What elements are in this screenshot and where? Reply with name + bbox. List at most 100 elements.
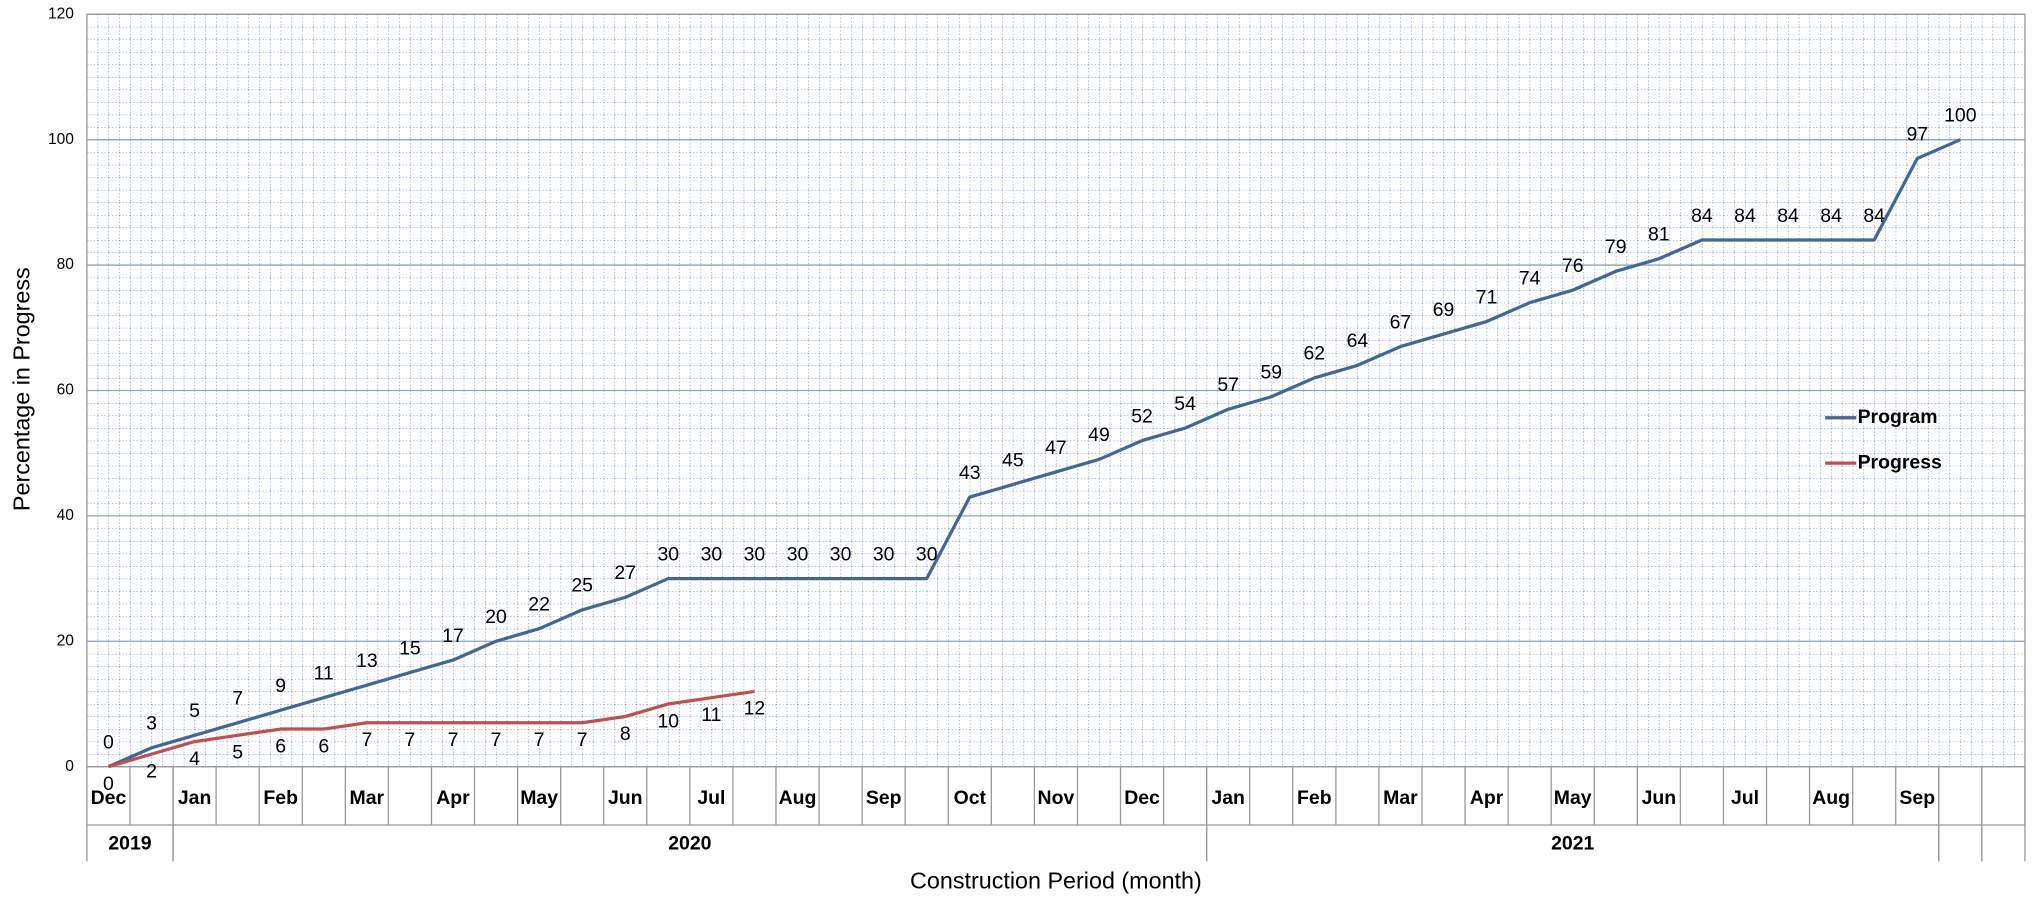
data-label: 7: [534, 729, 545, 751]
data-label: 2: [146, 760, 157, 782]
data-label: 47: [1045, 437, 1067, 459]
data-label: 84: [1820, 205, 1842, 227]
x-tick-label: Sep: [1899, 787, 1935, 809]
data-label: 7: [361, 729, 372, 751]
data-label: 84: [1734, 205, 1756, 227]
x-tick-label: Aug: [779, 787, 817, 809]
plot-border: [86, 13, 2026, 768]
x-tick-label: Mar: [350, 787, 385, 809]
x-tick-label: Jun: [608, 787, 643, 809]
y-tick-label: 80: [57, 256, 75, 273]
data-label: 5: [232, 742, 243, 764]
data-label: 15: [399, 637, 421, 659]
group-label: 2021: [1551, 833, 1594, 855]
data-label: 100: [1944, 104, 1977, 126]
data-label: 6: [318, 735, 329, 757]
x-tick-label: Apr: [1470, 787, 1504, 809]
data-label: 84: [1691, 205, 1713, 227]
data-label: 11: [701, 704, 721, 726]
data-label: 7: [448, 729, 459, 751]
data-label: 17: [442, 625, 464, 647]
x-tick-label: Feb: [1297, 787, 1332, 809]
data-label: 3: [146, 713, 157, 735]
x-tick-label: Jan: [178, 787, 212, 809]
data-label: 54: [1174, 393, 1196, 415]
data-label: 11: [314, 662, 334, 684]
data-label: 30: [744, 543, 766, 565]
data-label: 67: [1390, 311, 1412, 333]
data-label: 62: [1304, 343, 1326, 365]
data-label: 22: [528, 594, 550, 616]
y-tick-label: 100: [48, 131, 74, 148]
y-tick-label: 0: [65, 758, 74, 775]
data-label: 10: [658, 710, 680, 732]
data-label: 13: [356, 650, 378, 672]
x-tick-label: May: [1554, 787, 1592, 809]
data-label: 30: [787, 543, 809, 565]
data-label: 45: [1002, 449, 1024, 471]
data-label: 7: [491, 729, 502, 751]
x-tick-label: Mar: [1383, 787, 1418, 809]
data-label: 7: [232, 688, 243, 710]
data-label: 7: [405, 729, 416, 751]
data-label: 12: [744, 698, 766, 720]
x-tick-label: Sep: [866, 787, 902, 809]
x-tick-label: Aug: [1812, 787, 1850, 809]
data-label: 25: [571, 575, 593, 597]
x-axis-title: Construction Period (month): [910, 867, 1202, 893]
group-label: 2020: [668, 833, 711, 855]
group-label: 2019: [108, 833, 151, 855]
data-label: 30: [830, 543, 852, 565]
data-label: 84: [1777, 205, 1799, 227]
data-label: 6: [275, 735, 286, 757]
data-label: 0: [103, 773, 114, 795]
data-label: 4: [189, 748, 200, 770]
data-label: 30: [701, 543, 723, 565]
data-label: 76: [1562, 255, 1584, 277]
x-tick-label: Dec: [91, 787, 127, 809]
series-line: [107, 689, 755, 769]
data-label: 7: [577, 729, 588, 751]
y-tick-label: 60: [57, 382, 75, 399]
x-tick-label: May: [520, 787, 558, 809]
data-label: 30: [658, 543, 680, 565]
data-label: 43: [959, 462, 981, 484]
x-tick-label: Jul: [1731, 787, 1759, 809]
data-label: 30: [873, 543, 895, 565]
data-label: 74: [1519, 267, 1541, 289]
x-tick-label: Dec: [1124, 787, 1160, 809]
y-tick-label: 40: [57, 507, 75, 524]
legend-label: Progress: [1858, 451, 1942, 473]
x-tick-label: Nov: [1038, 787, 1075, 809]
data-label: 79: [1605, 236, 1627, 258]
data-label: 27: [614, 562, 636, 584]
x-tick-label: Feb: [263, 787, 298, 809]
data-label: 97: [1906, 123, 1928, 145]
data-label: 49: [1088, 424, 1110, 446]
x-tick-label: Apr: [436, 787, 470, 809]
y-tick-label: 120: [48, 5, 74, 22]
data-label: 20: [485, 606, 507, 628]
x-tick-label: Jan: [1211, 787, 1245, 809]
data-label: 59: [1260, 362, 1282, 384]
data-label: 64: [1347, 330, 1369, 352]
data-label: 81: [1648, 224, 1670, 246]
data-label: 57: [1217, 374, 1239, 396]
data-label: 9: [275, 675, 286, 697]
data-label: 71: [1476, 286, 1498, 308]
data-label: 0: [103, 731, 114, 753]
series-line: [107, 138, 1961, 769]
y-axis-title: Percentage in Progress: [9, 267, 35, 511]
data-label: 5: [189, 700, 200, 722]
data-label: 69: [1433, 299, 1455, 321]
legend-label: Program: [1858, 406, 1938, 428]
data-label: 84: [1863, 205, 1885, 227]
data-label: 30: [916, 543, 938, 565]
data-label: 52: [1131, 405, 1153, 427]
x-tick-label: Jun: [1642, 787, 1677, 809]
x-tick-label: Jul: [697, 787, 725, 809]
y-tick-label: 20: [57, 632, 75, 649]
data-label: 8: [620, 723, 631, 745]
x-tick-label: Oct: [954, 787, 987, 809]
